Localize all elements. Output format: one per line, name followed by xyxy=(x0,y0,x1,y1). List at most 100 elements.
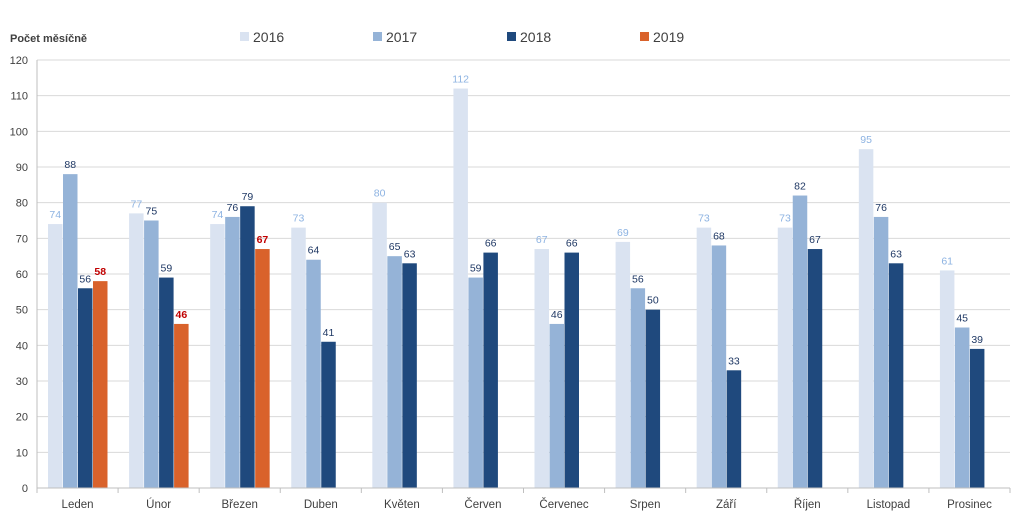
x-tick-label: Červen xyxy=(464,498,501,511)
x-tick-label: Březen xyxy=(221,499,257,511)
y-tick-label: 100 xyxy=(10,126,28,138)
bar-2017 xyxy=(549,323,564,488)
data-label-2018: 39 xyxy=(971,334,983,346)
data-label-2017: 46 xyxy=(551,309,563,321)
data-label-2019: 67 xyxy=(257,234,269,246)
x-axis: Leden Únor Březen Duben Květen Červen Červenec… xyxy=(36,60,1011,511)
data-label-2016: 73 xyxy=(779,213,791,225)
y-tick-label: 50 xyxy=(16,305,28,317)
data-label-2018: 67 xyxy=(809,234,821,246)
data-label-2019: 58 xyxy=(94,266,106,278)
x-tick-label: Duben xyxy=(304,499,338,511)
bar-2016 xyxy=(210,224,225,489)
x-tick-label: Listopad xyxy=(867,499,910,511)
legend-label-2016: 2016 xyxy=(253,29,284,45)
bar-2016 xyxy=(696,227,712,488)
bar-2016 xyxy=(858,149,874,488)
bar-2017 xyxy=(225,216,240,488)
data-label-2017: 75 xyxy=(145,206,157,218)
x-tick-label: Únor xyxy=(146,498,171,511)
bar-2017 xyxy=(711,245,727,488)
bar-2016 xyxy=(615,241,631,488)
bar-2018 xyxy=(483,252,498,488)
data-label-2016: 112 xyxy=(452,74,469,86)
data-label-2018: 63 xyxy=(890,248,902,260)
x-tick-label: Říjen xyxy=(794,498,821,511)
bar-2018 xyxy=(78,288,93,488)
bar-2018 xyxy=(240,206,255,488)
x-tick-label: Září xyxy=(716,499,737,511)
y-tick-label: 30 xyxy=(16,376,28,388)
y-tick-label: 90 xyxy=(16,162,28,174)
data-label-2018: 41 xyxy=(323,327,335,339)
data-label-2018: 59 xyxy=(160,263,172,275)
bar-2018 xyxy=(159,277,174,488)
y-tick-label: 20 xyxy=(16,412,28,424)
legend-label-2019: 2019 xyxy=(653,29,684,45)
data-label-2018: 66 xyxy=(485,238,497,250)
data-label-2016: 73 xyxy=(293,213,305,225)
data-label-2018: 66 xyxy=(566,238,578,250)
bar-2017 xyxy=(792,195,808,489)
x-tick-label: Leden xyxy=(62,499,94,511)
y-axis: 0 10 20 30 40 50 60 70 80 90 100 110 120 xyxy=(10,55,28,495)
x-tick-label: Květen xyxy=(384,499,420,511)
bar-2018 xyxy=(969,348,985,488)
data-label-2018: 50 xyxy=(647,295,659,307)
y-tick-label: 80 xyxy=(16,198,28,210)
y-tick-label: 60 xyxy=(16,269,28,281)
legend-swatch-2016 xyxy=(240,32,249,41)
data-labels: 7488565877755946747679677364418065631125… xyxy=(49,74,983,368)
data-label-2017: 76 xyxy=(227,202,239,214)
legend: 2016 2017 2018 2019 xyxy=(240,29,684,45)
bar-2017 xyxy=(873,216,889,488)
data-label-2018: 56 xyxy=(79,273,91,285)
data-label-2018: 79 xyxy=(242,191,254,203)
legend-label-2017: 2017 xyxy=(386,29,417,45)
bar-2017 xyxy=(63,174,78,488)
data-label-2016: 73 xyxy=(698,213,710,225)
bar-2018 xyxy=(888,263,904,488)
legend-swatch-2019 xyxy=(640,32,649,41)
y-tick-label: 10 xyxy=(16,447,28,459)
y-tick-label: 70 xyxy=(16,233,28,245)
data-label-2017: 56 xyxy=(632,273,644,285)
data-label-2017: 65 xyxy=(389,241,401,253)
bar-2019 xyxy=(174,323,189,488)
data-label-2017: 82 xyxy=(794,181,806,193)
x-tick-label: Červenec xyxy=(539,498,588,511)
data-label-2016: 74 xyxy=(212,209,224,221)
bar-2019 xyxy=(255,249,270,488)
bar-2016 xyxy=(291,227,306,488)
x-tick-label: Prosinec xyxy=(947,499,992,511)
bar-2017 xyxy=(387,256,402,488)
bars xyxy=(48,88,985,489)
bar-2016 xyxy=(372,202,387,488)
bar-2016 xyxy=(534,249,549,488)
data-label-2016: 95 xyxy=(860,134,872,146)
bar-2018 xyxy=(726,370,742,488)
y-axis-title: Počet měsíčně xyxy=(10,33,87,45)
data-label-2019: 46 xyxy=(175,309,187,321)
bar-2017 xyxy=(144,220,159,488)
y-tick-label: 0 xyxy=(22,483,28,495)
y-tick-label: 120 xyxy=(10,55,28,67)
bar-2016 xyxy=(48,224,63,489)
gridlines xyxy=(37,59,1010,453)
data-label-2018: 63 xyxy=(404,248,416,260)
data-label-2016: 74 xyxy=(49,209,61,221)
bar-2017 xyxy=(468,277,483,488)
bar-2018 xyxy=(807,249,823,488)
bar-2018 xyxy=(321,341,336,488)
bar-2018 xyxy=(564,252,579,488)
data-label-2016: 77 xyxy=(130,198,142,210)
data-label-2017: 68 xyxy=(713,230,725,242)
data-label-2017: 59 xyxy=(470,263,482,275)
data-label-2016: 61 xyxy=(941,255,953,267)
data-label-2017: 76 xyxy=(875,202,887,214)
data-label-2018: 33 xyxy=(728,355,740,367)
y-tick-label: 110 xyxy=(10,91,28,103)
bar-2017 xyxy=(954,327,970,488)
bar-2018 xyxy=(402,263,417,488)
